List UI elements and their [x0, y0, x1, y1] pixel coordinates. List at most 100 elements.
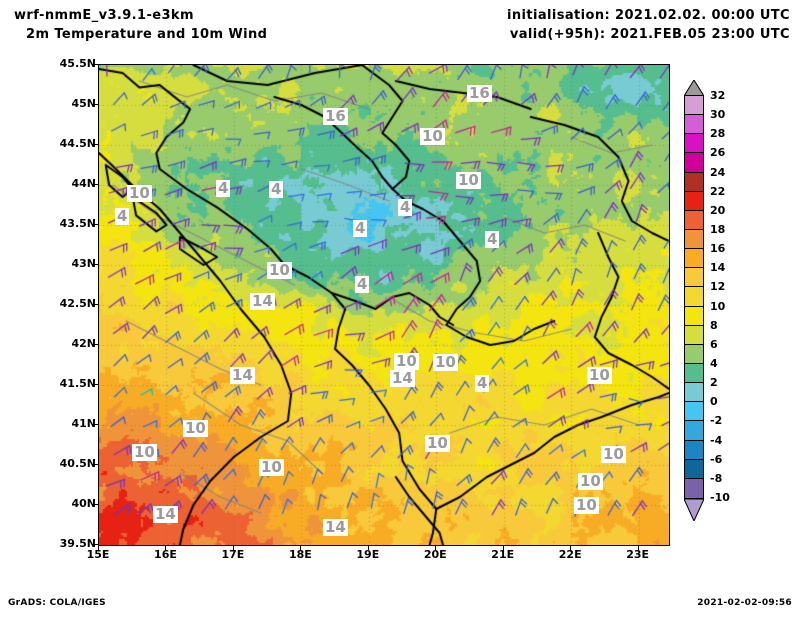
valid-time: valid(+95h): 2021.FEB.05 23:00 UTC [509, 27, 790, 42]
longitude-tick-mark [98, 545, 99, 550]
colorbar-tick-label: 8 [710, 318, 718, 332]
colorbar-tick-label: 32 [710, 89, 726, 102]
colorbar-band [685, 478, 703, 498]
latitude-tick-mark [92, 344, 98, 345]
header-right: initialisation: 2021.02.02. 00:00 UTC va… [440, 6, 790, 44]
colorbar-tick-label: 10 [710, 299, 726, 313]
longitude-tick-label: 15E [86, 548, 110, 561]
latitude-tick-label: 45.5N [59, 57, 96, 70]
latitude-tick-label: 42N [71, 337, 96, 350]
latitude-tick-mark [92, 544, 98, 545]
colorbar-band [685, 459, 703, 479]
colorbar-tick-label: 24 [710, 165, 726, 179]
longitude-tick-mark [165, 545, 167, 550]
colorbar-band [685, 306, 703, 326]
colorbar-band [685, 134, 703, 154]
field-description: 2m Temperature and 10m Wind [26, 27, 268, 42]
latitude-tick-mark [92, 504, 98, 505]
colorbar-band [685, 115, 703, 135]
colorbar-band [685, 229, 703, 250]
colorbar-tick-label: -2 [710, 414, 723, 428]
longitude-tick-mark [232, 545, 234, 550]
initialisation-time: initialisation: 2021.02.02. 00:00 UTC [507, 8, 790, 23]
colorbar-tick-label: 4 [710, 357, 718, 370]
longitude-tick-label: 22E [558, 548, 582, 561]
colorbar-tick-label: -4 [710, 433, 723, 447]
latitude-tick-mark [92, 224, 98, 225]
latitude-tick-label: 45N [71, 97, 96, 110]
generation-timestamp: 2021-02-02-09:56 [697, 598, 792, 608]
colorbar-tick-label: 6 [710, 337, 718, 351]
colorbar-tick-label: 18 [710, 223, 726, 236]
longitude-tick-mark [502, 545, 504, 550]
colorbar-tick-label: 26 [710, 146, 726, 160]
longitude-tick-label: 18E [288, 548, 312, 561]
colorbar-band [685, 268, 703, 288]
latitude-tick-label: 44.5N [59, 137, 96, 150]
temperature-wind-map [99, 65, 669, 545]
colorbar-tick-label: 16 [710, 242, 726, 256]
longitude-tick-mark [435, 545, 437, 550]
latitude-tick-mark [92, 144, 98, 145]
longitude-tick-label: 20E [423, 548, 447, 561]
colorbar-band [685, 249, 703, 269]
colorbar-band [685, 383, 703, 403]
colorbar-band [685, 96, 703, 116]
latitude-tick-label: 43N [71, 257, 96, 270]
colorbar-tick-label: 30 [710, 108, 726, 122]
longitude-tick-mark [637, 545, 639, 550]
latitude-tick-label: 40.5N [59, 457, 96, 470]
temperature-colorbar[interactable] [684, 95, 704, 499]
latitude-tick-label: 41.5N [59, 377, 96, 390]
latitude-tick-label: 41N [71, 417, 96, 430]
latitude-tick-label: 39.5N [59, 537, 96, 550]
latitude-tick-mark [92, 424, 98, 425]
colorbar-tick-label: 28 [710, 127, 726, 141]
latitude-tick-mark [92, 464, 98, 465]
colorbar-band [685, 325, 703, 345]
colorbar-tick-label: 2 [710, 376, 718, 390]
colorbar-band [685, 287, 703, 307]
colorbar-tick-label: 20 [710, 203, 726, 217]
latitude-tick-label: 40N [71, 497, 96, 510]
colorbar-band [685, 172, 703, 192]
longitude-tick-label: 21E [491, 548, 515, 561]
latitude-tick-label: 43.5N [59, 217, 96, 230]
colorbar-band [685, 402, 703, 422]
colorbar-band [685, 440, 703, 460]
colorbar-band [685, 191, 703, 211]
longitude-tick-label: 17E [221, 548, 245, 561]
latitude-tick-label: 42.5N [59, 297, 96, 310]
colorbar-band [685, 344, 703, 364]
header-left: wrf-nmmE_v3.9.1-e3km 2m Temperature and … [14, 6, 414, 44]
latitude-tick-mark [92, 184, 98, 185]
latitude-tick-mark [92, 384, 98, 385]
latitude-tick-mark [92, 304, 98, 305]
grads-credit: GrADS: COLA/IGES [8, 598, 106, 608]
model-name: wrf-nmmE_v3.9.1-e3km [14, 8, 194, 23]
longitude-tick-label: 16E [154, 548, 177, 561]
longitude-tick-label: 19E [356, 548, 380, 561]
map-plot-area[interactable]: 16 16 10 10 10 4 4 4 4 4 4 10 4 14 10 10 14 14 4 10 10 10 10 10… [98, 64, 670, 546]
longitude-tick-mark [570, 545, 572, 550]
colorbar-tick-label: -8 [710, 471, 723, 485]
triangle-down-icon [684, 499, 704, 521]
colorbar-tick-label: 22 [710, 184, 726, 198]
colorbar-band [685, 363, 703, 384]
colorbar-band [685, 210, 703, 230]
colorbar-tick-label: 0 [710, 395, 718, 409]
colorbar-band [685, 421, 703, 441]
colorbar-tick-label: -10 [710, 491, 730, 504]
triangle-up-icon [684, 80, 704, 96]
longitude-tick-label: 23E [626, 548, 650, 561]
latitude-tick-mark [92, 264, 98, 265]
latitude-tick-mark [92, 104, 98, 105]
longitude-tick-mark [367, 545, 369, 550]
latitude-tick-label: 44N [71, 177, 96, 190]
longitude-tick-mark [300, 545, 302, 550]
colorbar-tick-label: -6 [710, 452, 723, 466]
colorbar-band [685, 153, 703, 173]
colorbar-tick-label: 12 [710, 280, 726, 294]
colorbar-tick-label: 14 [710, 261, 726, 275]
